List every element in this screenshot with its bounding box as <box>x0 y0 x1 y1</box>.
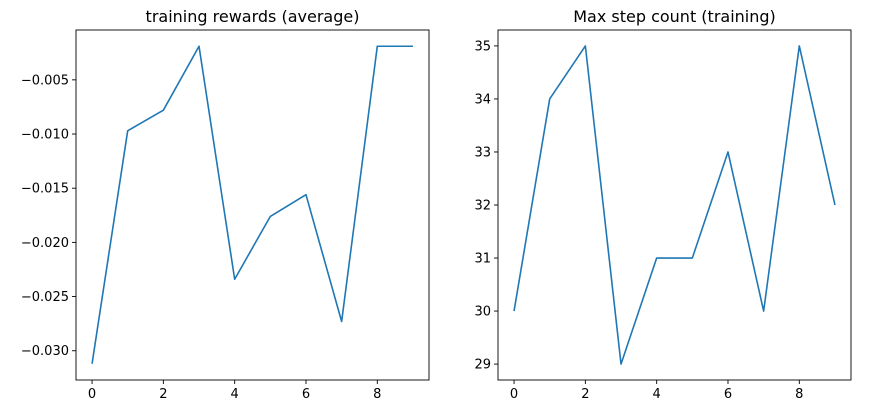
chart-1-axes-frame <box>498 30 851 380</box>
chart-1-x-tick-label-1: 2 <box>581 387 589 402</box>
chart-0-y-tick-label-4: −0.010 <box>21 128 69 143</box>
chart-0-x-tick-label-1: 2 <box>159 387 167 402</box>
chart-1-y-tick-label-2: 31 <box>474 252 491 267</box>
chart-1-y-tick-label-6: 35 <box>474 39 491 54</box>
chart-1-title: Max step count (training) <box>573 7 776 26</box>
chart-0-y-tick-label-5: −0.005 <box>21 73 69 88</box>
chart-1-y-tick-label-3: 32 <box>474 199 491 214</box>
chart-0-title: training rewards (average) <box>146 7 360 26</box>
chart-1-y-tick-label-1: 30 <box>474 305 491 320</box>
chart-0-y-tick-label-2: −0.020 <box>21 236 69 251</box>
chart-0-axes-frame <box>76 30 429 380</box>
chart-1-x-tick-label-0: 0 <box>510 387 518 402</box>
chart-0-y-tick-label-3: −0.015 <box>21 182 69 197</box>
chart-1-y-tick-label-5: 34 <box>474 92 491 107</box>
chart-left: training rewards (average) 0 2 4 6 8 −0.030 −0.… <box>21 7 429 402</box>
chart-0-x-tick-label-0: 0 <box>88 387 96 402</box>
chart-0-x-tick-label-2: 4 <box>231 387 239 402</box>
chart-1-y-tick-label-0: 29 <box>474 358 491 373</box>
chart-1-series-line-0 <box>514 46 835 364</box>
chart-0-y-tick-label-0: −0.030 <box>21 344 69 359</box>
chart-1-y-tick-label-4: 33 <box>474 145 491 160</box>
chart-1-x-tick-label-4: 8 <box>795 387 803 402</box>
chart-right: Max step count (training) 0 2 4 6 8 29 30 31 32 33… <box>474 7 851 402</box>
chart-1-x-tick-label-2: 4 <box>653 387 661 402</box>
chart-0-x-tick-label-4: 8 <box>373 387 381 402</box>
chart-0-y-tick-label-1: −0.025 <box>21 290 69 305</box>
chart-0-x-tick-label-3: 6 <box>302 387 310 402</box>
chart-1-x-tick-label-3: 6 <box>724 387 732 402</box>
chart-0-series-line-0 <box>92 46 413 364</box>
